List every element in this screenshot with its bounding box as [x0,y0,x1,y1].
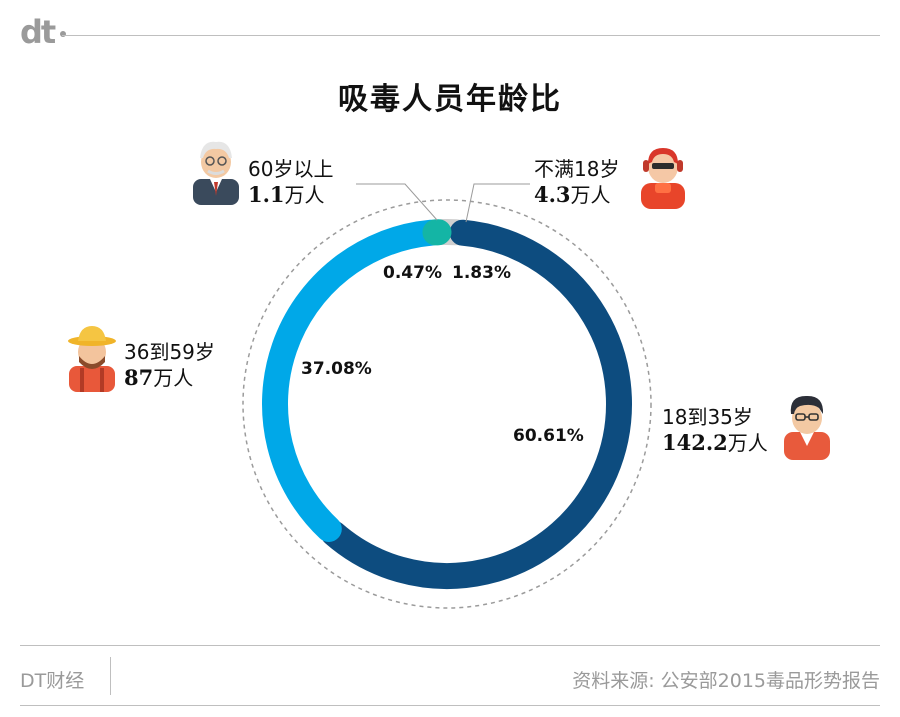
footer-brand: DT财经 [20,670,85,692]
value-60plus: 1.1 [248,182,285,207]
value-under18: 4.3 [534,182,571,207]
label-60plus: 60岁以上 1.1万人 [248,157,333,208]
arc-18-35 [320,219,632,589]
value-36-59: 87 [124,365,154,390]
percent-label-18-35: 60.61% [513,426,584,446]
percent-label-under18: 1.83% [452,263,511,283]
footer-divider-top [20,645,880,646]
footer-separator [110,657,111,695]
arc-36-59 [262,219,445,542]
footer-divider-bottom [20,705,880,706]
category-label-18-35: 18到35岁 [662,405,753,429]
category-label-under18: 不满18岁 [534,157,620,181]
value-18-35: 142.2 [662,430,728,455]
chart-title: 吸毒人员年龄比 [338,82,562,117]
unit-60plus: 万人 [284,183,325,207]
footer-source: 资料来源: 公安部2015毒品形势报告 [572,670,880,692]
top-divider [62,35,880,36]
label-under18: 不满18岁 4.3万人 [534,157,619,208]
percent-label-60plus: 0.47% [383,263,442,283]
elderly-man-icon [193,141,239,205]
farmer-man-icon [68,326,116,392]
percent-label-36-59: 37.08% [301,359,372,379]
label-36-59: 36到59岁 87万人 [124,340,215,391]
leader-line-60plus [356,183,438,221]
logo-dot [60,31,66,37]
label-18-35: 18到35岁 142.2万人 [662,405,768,456]
logo: dt [20,13,56,51]
young-man-icon [784,395,830,460]
unit-36-59: 万人 [153,366,194,390]
outer-dashed-ring [242,199,652,609]
unit-18-35: 万人 [727,431,768,455]
category-label-60plus: 60岁以上 [248,157,334,181]
leader-line-under18 [465,183,530,223]
teen-headphones-icon [641,148,685,209]
unit-under18: 万人 [570,183,611,207]
category-label-36-59: 36到59岁 [124,340,215,364]
